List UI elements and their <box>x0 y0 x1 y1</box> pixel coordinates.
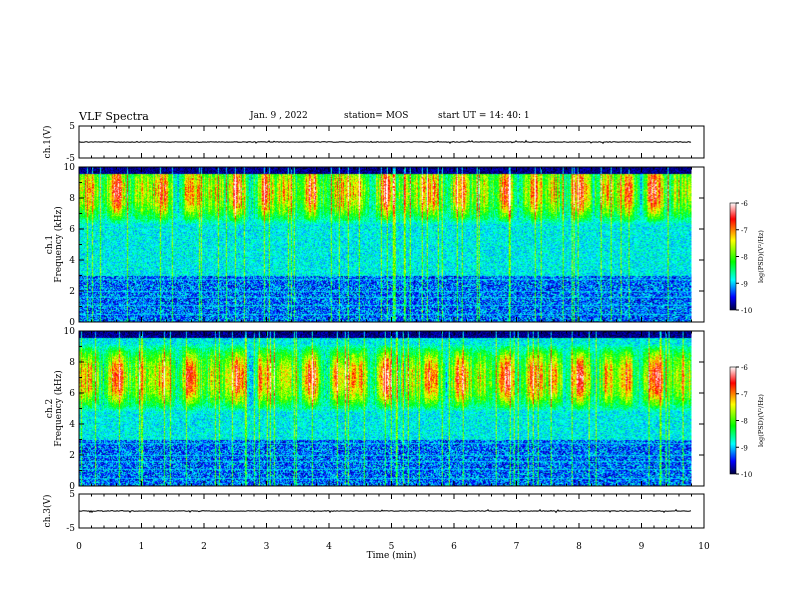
ytick-label: 8 <box>69 358 75 368</box>
ytick-label: 10 <box>64 327 76 337</box>
ch1-spectrogram <box>79 167 692 322</box>
ytick-label: 0 <box>69 482 75 492</box>
ch2-colorbar <box>729 366 737 475</box>
ch2-spectrogram <box>79 331 692 486</box>
ytick-label: 5 <box>69 490 75 500</box>
ytick-label: 0 <box>69 318 75 328</box>
ytick-label: -5 <box>66 524 75 534</box>
colorbar-tick-label: -8 <box>741 254 748 262</box>
ylabel-voltage: ch.3(V) <box>42 495 53 528</box>
ylabel-voltage: ch.1(V) <box>42 126 53 159</box>
xtick-label: 2 <box>201 542 207 552</box>
xtick-label: 6 <box>451 542 457 552</box>
ytick-label: 6 <box>69 389 75 399</box>
colorbar-tick-label: -8 <box>741 418 748 426</box>
chart-title: VLF Spectra <box>79 110 149 123</box>
xtick-label: 10 <box>698 542 710 552</box>
xtick-label: 9 <box>639 542 645 552</box>
ylabel-channel: ch.1 <box>45 235 55 254</box>
colorbar-tick-label: -7 <box>741 227 748 235</box>
ylabel-channel: ch.2 <box>45 399 55 418</box>
xtick-label: 4 <box>326 542 332 552</box>
start-ut-label: start UT = 14: 40: 1 <box>438 111 530 121</box>
xtick-label: 5 <box>389 542 395 552</box>
colorbar-tick-label: -7 <box>741 391 748 399</box>
colorbar-tick-label: -10 <box>741 307 752 315</box>
ch1-waveform-line <box>78 139 692 145</box>
xtick-label: 1 <box>139 542 145 552</box>
ytick-label: 2 <box>69 287 75 297</box>
ytick-label: 5 <box>69 122 75 132</box>
ytick-label: 8 <box>69 194 75 204</box>
ytick-label: 4 <box>69 256 75 266</box>
ytick-label: 10 <box>64 163 76 173</box>
xtick-label: 7 <box>514 542 520 552</box>
station-label: station= MOS <box>344 111 409 121</box>
ylabel-frequency: Frequency (kHz) <box>53 370 64 447</box>
colorbar-tick-label: -6 <box>741 200 748 208</box>
colorbar-tick-label: -6 <box>741 364 748 372</box>
colorbar-tick-label: -9 <box>741 280 748 288</box>
ytick-label: -5 <box>66 154 75 164</box>
ch3-waveform-line <box>78 508 692 514</box>
xaxis-label: Time (min) <box>367 550 417 561</box>
xtick-label: 3 <box>264 542 270 552</box>
ytick-label: 4 <box>69 420 75 430</box>
ylabel-frequency: Frequency (kHz) <box>53 206 64 283</box>
xtick-label: 8 <box>576 542 582 552</box>
xtick-label: 0 <box>76 542 82 552</box>
colorbar-label: log(PSD)(V²/Hz) <box>757 230 765 283</box>
date-label: Jan. 9 , 2022 <box>250 111 308 121</box>
colorbar-tick-label: -9 <box>741 444 748 452</box>
ytick-label: 6 <box>69 225 75 235</box>
colorbar-tick-label: -10 <box>741 471 752 479</box>
colorbar-label: log(PSD)(V²/Hz) <box>757 394 765 447</box>
ytick-label: 2 <box>69 451 75 461</box>
ch1-colorbar <box>729 202 737 311</box>
